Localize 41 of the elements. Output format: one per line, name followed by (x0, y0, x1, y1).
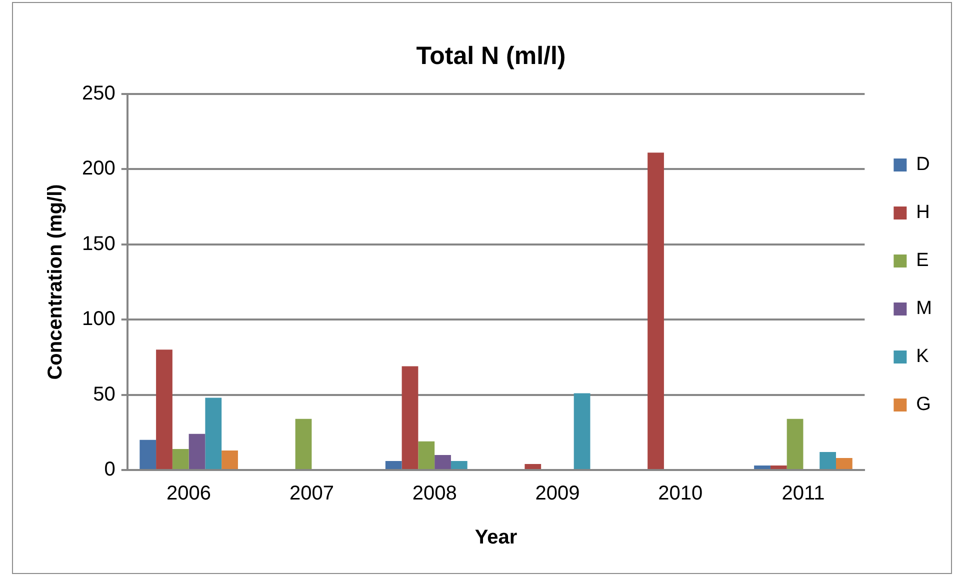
bar (205, 398, 222, 469)
x-tick-label: 2011 (782, 482, 825, 505)
legend-label: K (916, 346, 930, 368)
legend-label: G (916, 394, 931, 416)
x-tick-label: 2007 (289, 482, 334, 505)
x-axis-title: Year (474, 526, 518, 549)
bar (295, 418, 312, 469)
bar (402, 366, 418, 469)
bar (188, 434, 206, 469)
bar (156, 350, 172, 469)
bar (770, 465, 787, 469)
bar (648, 152, 664, 469)
bar (574, 393, 590, 469)
bar (385, 460, 402, 469)
bar (820, 452, 836, 469)
bar (418, 441, 435, 469)
legend-label: E (916, 250, 929, 272)
bar (524, 464, 542, 469)
chart-title: Total N (ml/l) (416, 42, 566, 70)
bar (172, 448, 189, 469)
x-tick-label: 2006 (166, 482, 212, 505)
legend-label: H (916, 202, 930, 224)
bar (450, 460, 468, 469)
legend-label: D (916, 154, 930, 176)
y-axis-title: Concentration (mg/l) (44, 184, 67, 380)
legend-label: M (916, 298, 932, 320)
y-tick-label: 150 (82, 232, 116, 255)
x-tick-label: 2009 (535, 482, 580, 505)
bar (222, 450, 238, 469)
y-tick-label: 100 (82, 308, 116, 330)
x-tick-label: 2010 (658, 482, 703, 505)
bar (836, 458, 852, 469)
bar (434, 454, 451, 469)
y-tick-label: 250 (82, 82, 116, 105)
y-tick-label: 0 (104, 458, 116, 481)
y-tick-label: 200 (82, 158, 116, 180)
x-tick-label: 2008 (412, 482, 457, 505)
bar (140, 440, 156, 469)
bar (754, 465, 770, 469)
y-tick-label: 50 (93, 383, 116, 406)
bar (786, 418, 804, 469)
